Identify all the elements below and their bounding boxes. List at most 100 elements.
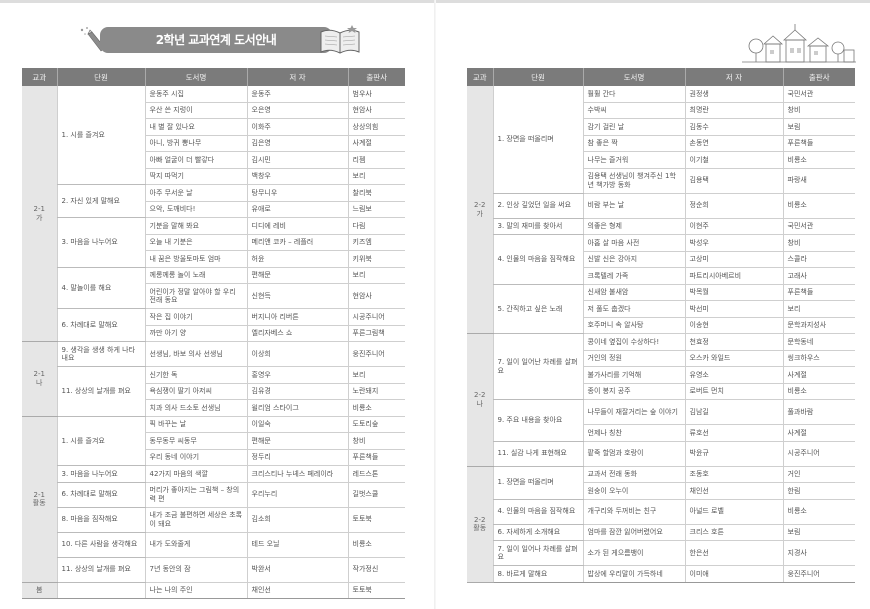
author-cell: 박선미	[684, 300, 783, 318]
unit-cell: 11. 실감 나게 표현해요	[492, 441, 583, 467]
book-title-cell: 의좋은 형제	[582, 218, 685, 235]
header-title: 도서명	[582, 68, 685, 86]
table-row: 내 꿈은 방울토마토 엄마 허윤 키위북	[22, 250, 405, 268]
publisher-cell: 보리	[347, 267, 405, 284]
publisher-cell: 씽크하우스	[782, 350, 855, 367]
publisher-cell: 비룡소	[347, 399, 405, 417]
unit-cell: 4. 인물의 마음을 짐작해요	[492, 234, 583, 285]
unit-cell: 11. 상상의 날개를 펴요	[56, 557, 145, 583]
author-cell: 홍영우	[246, 366, 348, 384]
book-title-cell: 크록텔레 가족	[582, 267, 685, 285]
publisher-cell: 비룡소	[782, 151, 855, 169]
page-title: 2학년 교과연계 도서안내	[100, 27, 332, 53]
author-cell: 이미애	[684, 565, 783, 583]
unit-cell: 4. 말놀이를 해요	[56, 267, 145, 309]
author-cell: 백창우	[246, 168, 348, 185]
subject-cell: 2-1 활동	[22, 416, 57, 583]
table-header-row: 교과 단원 도서명 저 자 출판사	[467, 68, 855, 86]
publisher-cell: 보림	[782, 524, 855, 541]
unit-cell: 7. 일이 일어난 차례를 살펴요	[492, 333, 583, 400]
table-row: 어린이가 정말 알아야 할 우리 전래 동요 신현득 현암사	[22, 283, 405, 309]
book-title-cell: 콩이네 옆집이 수상하다!	[582, 333, 685, 351]
publisher-cell: 현암사	[347, 283, 405, 309]
publisher-cell: 길벗스쿨	[347, 482, 405, 508]
author-cell: 김동수	[684, 118, 783, 136]
header-unit: 단원	[56, 68, 145, 86]
book-title-cell: 언제나 칭찬	[582, 424, 685, 442]
book-title-cell: 신발 신은 강아지	[582, 251, 685, 268]
author-cell: 정두리	[246, 449, 348, 466]
author-cell: 박성우	[684, 234, 783, 252]
publisher-cell: 다림	[347, 217, 405, 235]
author-cell: 조동호	[684, 466, 783, 483]
publisher-cell: 비룡소	[782, 499, 855, 525]
author-cell: 김시민	[246, 151, 348, 169]
book-title-cell: 신새암 불새암	[582, 284, 685, 301]
book-title-cell: 원숭이 오누이	[582, 482, 685, 500]
publisher-cell: 토토북	[347, 507, 405, 533]
author-cell: 엘리자베스 쇼	[246, 325, 348, 342]
book-title-cell: 비람 부는 날	[582, 193, 685, 219]
book-title-cell: 욕심쟁이 딸기 아저씨	[144, 383, 247, 400]
author-cell: 이일숙	[246, 416, 348, 433]
author-cell: 테드 오닐	[246, 532, 348, 558]
book-title-cell: 까만 아기 양	[144, 325, 247, 342]
table-row: 2-2 나 7. 일이 일어난 차례를 살펴요 콩이네 옆집이 수상하다! 천효정 문학…	[467, 333, 855, 467]
publisher-cell: 사계절	[782, 424, 855, 442]
subject-cell: 2-2 활동	[467, 466, 493, 583]
author-cell: 천효정	[684, 333, 783, 351]
table-row: 7. 일이 일어나 차례를 살펴요 소가 된 게으름뱅이 한은선 지경사	[467, 540, 855, 566]
unit-cell: 11. 상상의 날개를 펴요	[56, 366, 145, 417]
subject-cell: 봄	[22, 582, 57, 599]
book-title-cell: 팥죽 할멈과 호랑이	[582, 441, 685, 467]
table-row: 6. 차례대로 말해요 머리가 좋아지는 그림책 – 창의력 편 우리누리 길벗스쿨	[22, 482, 405, 508]
author-cell: 권정생	[684, 86, 783, 103]
table-row: 10. 다른 사람을 생각해요 내가 도와줄게 테드 오닐 비룡소	[22, 532, 405, 558]
book-spine	[434, 0, 436, 609]
author-cell: 허윤	[246, 250, 348, 268]
header-publisher: 출판사	[347, 68, 405, 86]
publisher-cell: 풀과바람	[782, 399, 855, 425]
author-cell: 류호선	[684, 424, 783, 442]
table-row: 욕심쟁이 딸기 아저씨 김유경 노란돼지	[22, 383, 405, 400]
unit-cell: 3. 말의 재미를 찾아서	[492, 218, 583, 235]
book-title-cell: 내 꿈은 방울토마토 엄마	[144, 250, 247, 268]
table-row: 2. 자신 있게 말해요 아주 무서운 날 탕무니우 찰리북	[22, 184, 405, 218]
publisher-cell: 창비	[782, 102, 855, 119]
author-cell: 오스카 와일드	[684, 350, 783, 367]
table-row: 4. 말놀이를 해요 께롱께롱 놀이 노래 편해문 보리	[22, 267, 405, 309]
publisher-cell: 문학동네	[782, 333, 855, 351]
publisher-cell: 스콜라	[782, 251, 855, 268]
author-cell: 김용택	[684, 168, 783, 194]
publisher-cell: 시공주니어	[782, 441, 855, 467]
subject-cell: 2-2 나	[467, 333, 493, 467]
book-title-cell: 저 풀도 춥겠다	[582, 300, 685, 318]
publisher-cell: 키즈엠	[347, 234, 405, 251]
publisher-cell: 파랑새	[782, 168, 855, 194]
book-title-cell: 아빠 얼굴이 더 빨갛다	[144, 151, 247, 169]
book-title-cell: 아주 무서운 날	[144, 184, 247, 202]
book-title-cell: 어린이가 정말 알아야 할 우리 전래 동요	[144, 283, 247, 309]
publisher-cell: 리젬	[347, 151, 405, 169]
unit-cell: 2. 자신 있게 말해요	[56, 184, 145, 218]
book-title-cell: 우산 쓴 지렁이	[144, 102, 247, 119]
table-row: 11. 상상의 날개를 펴요 7년 동안의 잠 박완서 작가정신	[22, 557, 405, 583]
unit-cell: 5. 간직하고 싶은 노래	[492, 284, 583, 334]
publisher-cell: 거인	[782, 466, 855, 483]
table-row: 11. 상상의 날개를 펴요 신기한 독 홍영우 보리	[22, 366, 405, 417]
book-title-cell: 호주머니 속 알사탕	[582, 317, 685, 334]
publisher-cell: 국민서관	[782, 86, 855, 103]
unit-cell	[56, 582, 145, 599]
author-cell: 최명란	[684, 102, 783, 119]
book-title-cell: 개구리와 두꺼비는 친구	[582, 499, 685, 525]
book-title-cell: 종이 봉지 공주	[582, 383, 685, 400]
table-row: 2-1 가 1. 시를 즐겨요 윤동주 시집 윤동주 범우사	[22, 86, 405, 342]
table-row: 9. 주요 내용을 찾아요 나무들이 재잘거리는 숲 이야기 김남길 풀과바람	[467, 399, 855, 442]
table-row: 참 좋은 짝 손동연 푸른책들	[467, 135, 855, 152]
table-row: 김용택 선생님이 챙겨주신 1학년 책가방 동화 김용택 파랑새	[467, 168, 855, 194]
publisher-cell: 문학과지성사	[782, 317, 855, 334]
book-title-cell: 오늘 내 기분은	[144, 234, 247, 251]
book-title-cell: 신기한 독	[144, 366, 247, 384]
unit-cell: 1. 시를 즐겨요	[56, 416, 145, 466]
book-title-cell: 42가지 마음의 색깔	[144, 465, 247, 483]
